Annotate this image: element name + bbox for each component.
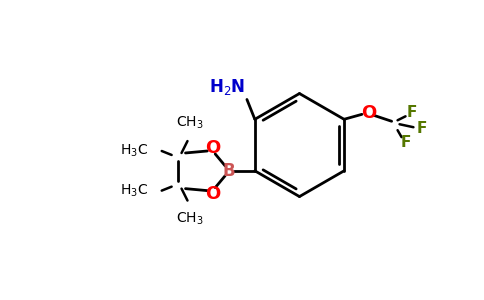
Text: F: F (406, 105, 417, 120)
Text: O: O (361, 104, 377, 122)
Text: CH$_3$: CH$_3$ (176, 210, 203, 227)
Text: CH$_3$: CH$_3$ (176, 115, 203, 131)
Text: B: B (223, 162, 235, 180)
Text: H$_3$C: H$_3$C (120, 182, 148, 199)
Text: H$_3$C: H$_3$C (120, 143, 148, 159)
Text: F: F (400, 135, 411, 150)
Text: O: O (206, 139, 221, 157)
Text: F: F (416, 121, 426, 136)
Text: H$_2$N: H$_2$N (209, 76, 245, 97)
Text: O: O (206, 184, 221, 202)
